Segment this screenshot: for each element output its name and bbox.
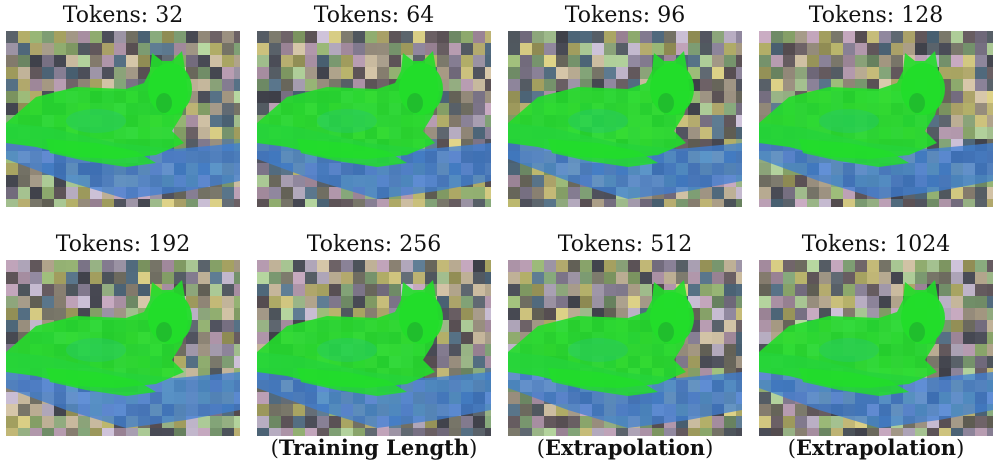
- heatmap-image: [508, 31, 742, 207]
- panel-tokens-32: Tokens: 32: [6, 0, 240, 210]
- panel-title: Tokens: 512: [557, 232, 693, 257]
- heatmap-image: [257, 260, 491, 436]
- panel-tokens-96: Tokens: 96: [508, 0, 742, 210]
- panel-title: Tokens: 32: [62, 3, 184, 28]
- panel-title: Tokens: 256: [306, 232, 442, 257]
- heatmap-image: [257, 31, 491, 207]
- heatmap-image: [759, 260, 993, 436]
- heatmap-image: [6, 31, 240, 207]
- caption-text: Extrapolation: [795, 435, 957, 460]
- panel-title: Tokens: 128: [808, 3, 944, 28]
- training-length-caption: (Training Length): [270, 435, 478, 460]
- extrapolation-caption: (Extrapolation): [787, 435, 965, 460]
- panel-title: Tokens: 64: [313, 3, 435, 28]
- heatmap-image: [759, 31, 993, 207]
- panel-tokens-512: Tokens: 512 (Extrapolation): [508, 229, 742, 466]
- panel-title: Tokens: 96: [564, 3, 686, 28]
- caption-text: Training Length: [278, 435, 470, 460]
- heatmap-image: [508, 260, 742, 436]
- extrapolation-caption: (Extrapolation): [536, 435, 714, 460]
- panel-tokens-1024: Tokens: 1024 (Extrapolation): [759, 229, 993, 466]
- panel-title: Tokens: 1024: [801, 232, 951, 257]
- panel-tokens-192: Tokens: 192: [6, 229, 240, 466]
- caption-text: Extrapolation: [544, 435, 706, 460]
- panel-tokens-256: Tokens: 256 (Training Length): [257, 229, 491, 466]
- panel-tokens-128: Tokens: 128: [759, 0, 993, 210]
- heatmap-image: [6, 260, 240, 436]
- panel-tokens-64: Tokens: 64: [257, 0, 491, 210]
- panel-title: Tokens: 192: [55, 232, 191, 257]
